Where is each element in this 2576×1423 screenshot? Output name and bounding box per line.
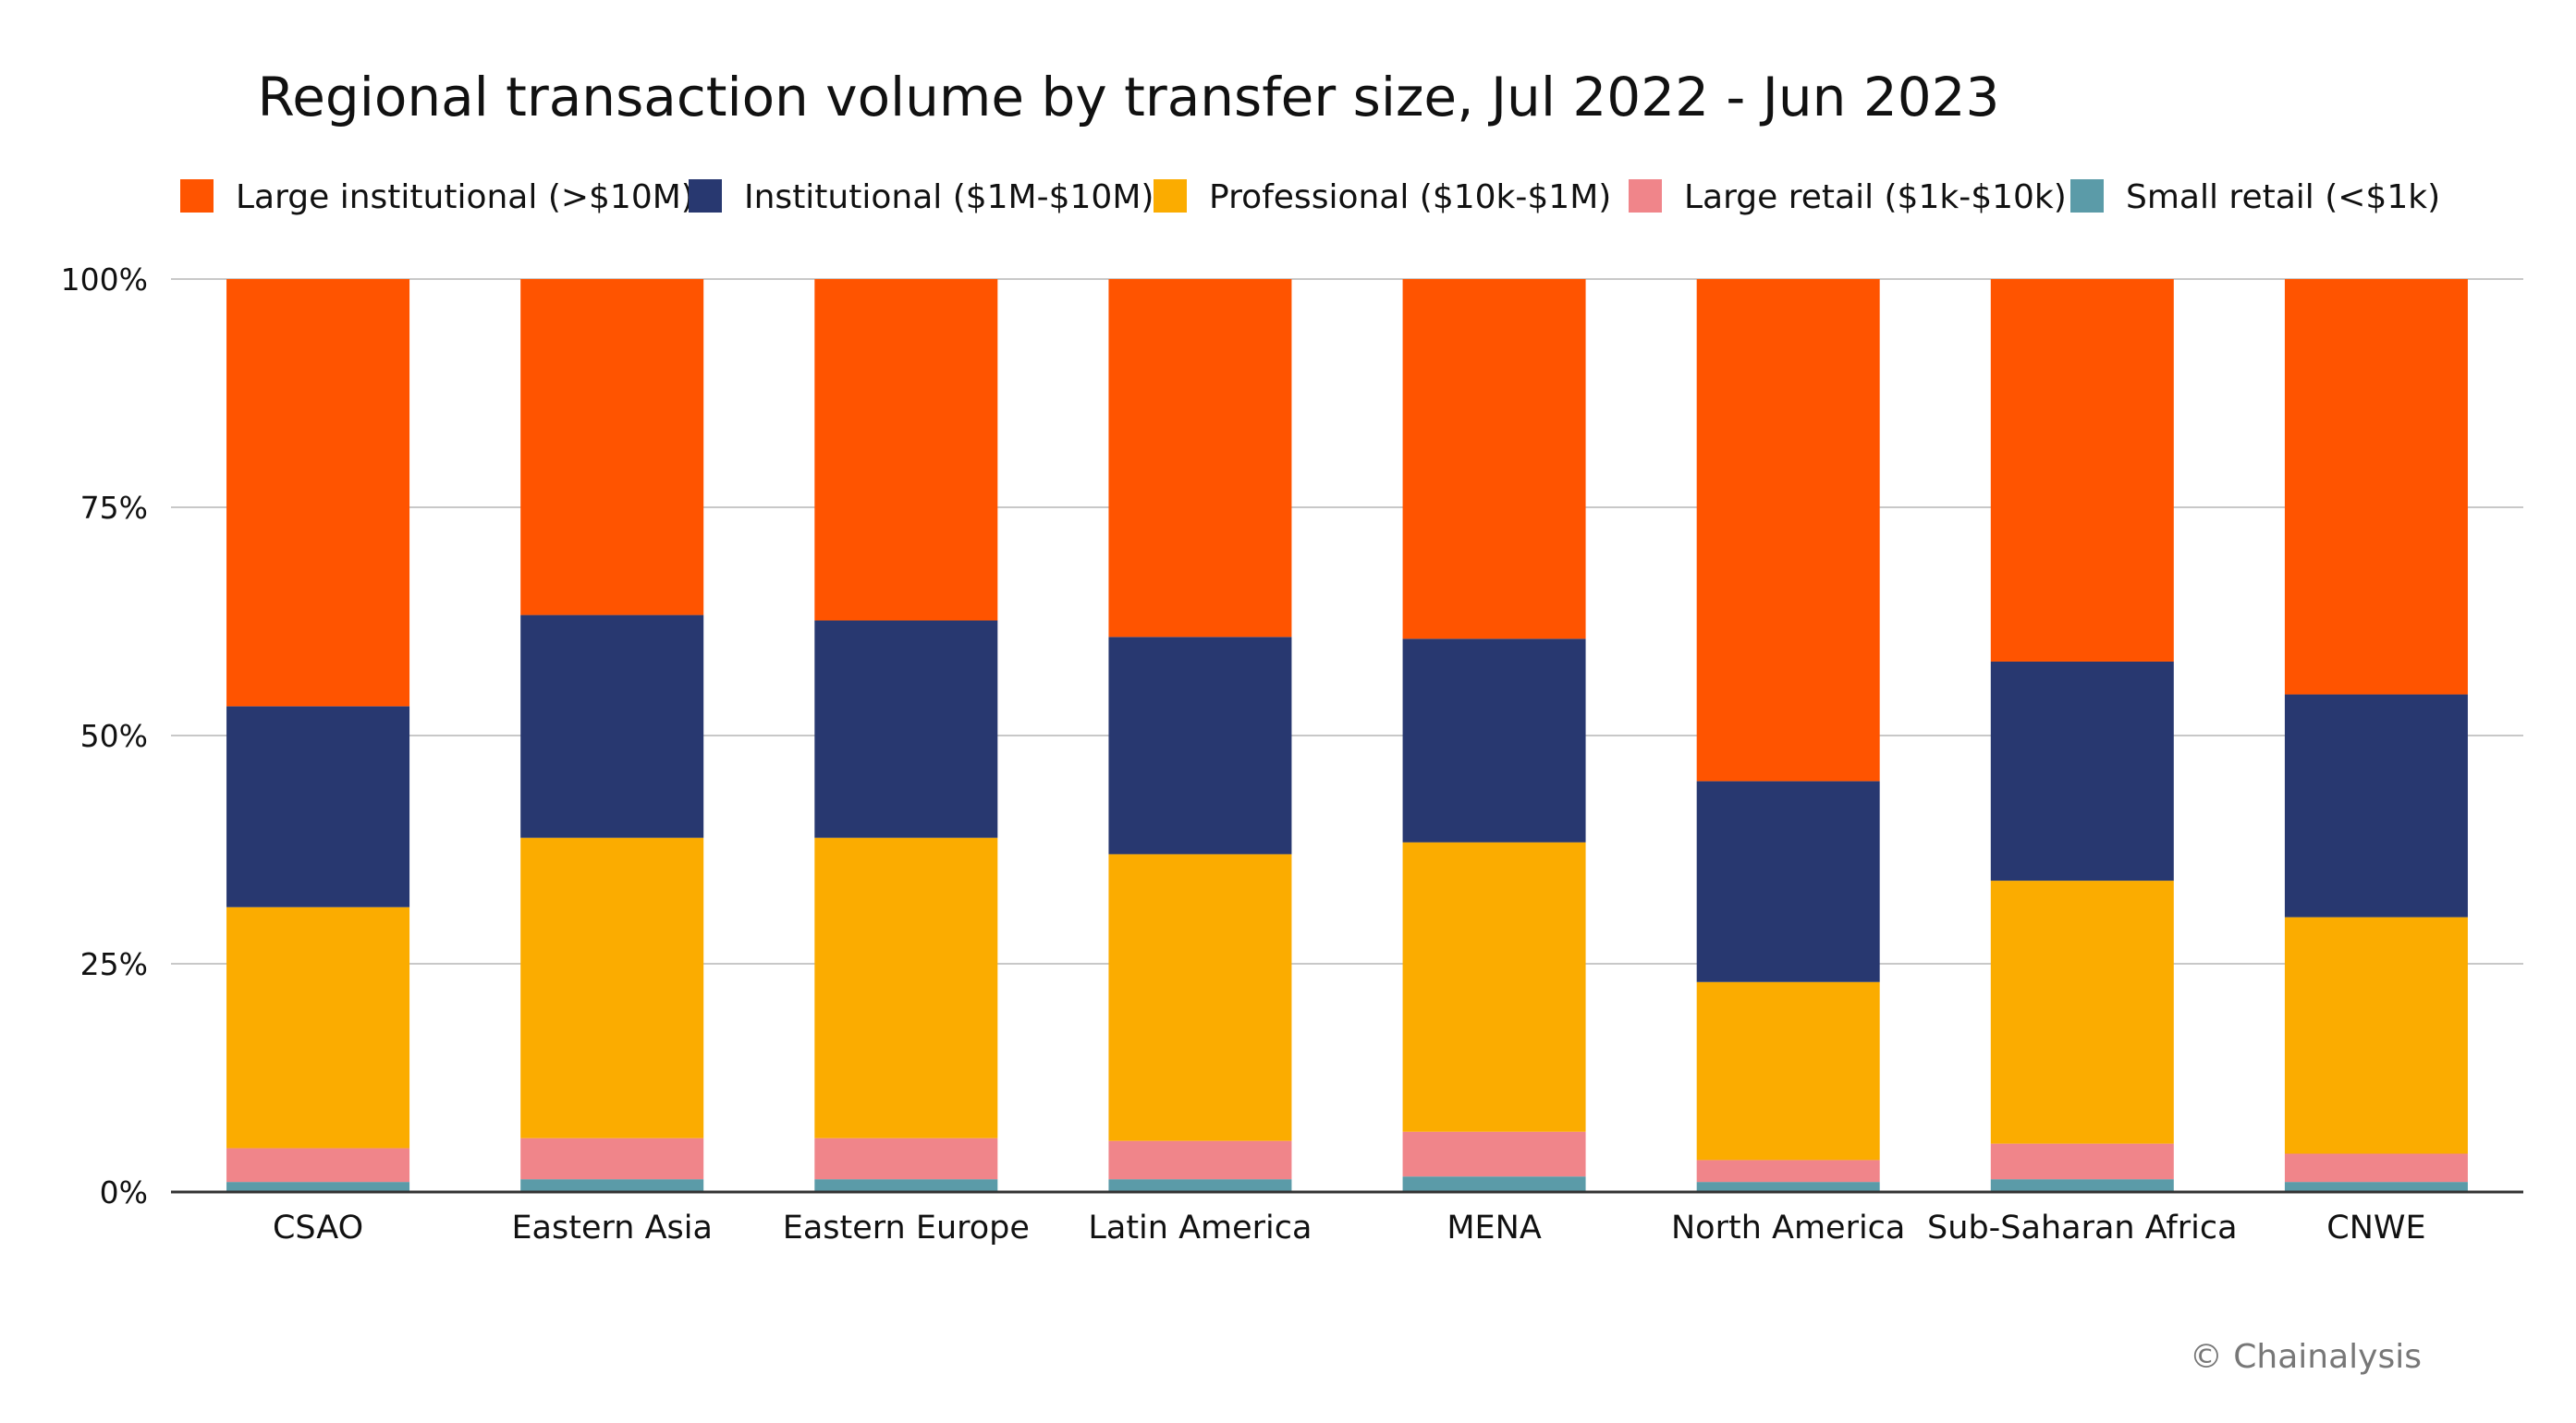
- legend-swatch: [2070, 179, 2104, 213]
- bar-segment: [1990, 661, 2174, 882]
- bar-segment: [1108, 637, 1292, 855]
- x-axis: CSAO Eastern Asia Eastern Europe Latin Amer…: [171, 1190, 2523, 1247]
- bar-segment: [1990, 1143, 2174, 1180]
- bar-segment: [1108, 854, 1292, 1141]
- bar-segment: [1402, 279, 1586, 639]
- legend: Large institutional (>$10M) Institutional…: [180, 178, 2440, 216]
- bar-segment: [1402, 1131, 1586, 1177]
- bar-segment: [814, 837, 998, 1138]
- bar-stack: [814, 279, 998, 1192]
- bar-segment: [1696, 1182, 1880, 1192]
- bars: [226, 279, 2468, 1192]
- bar-segment: [2284, 694, 2468, 918]
- bar-stack: [1990, 279, 2174, 1192]
- bar-stack: [2284, 279, 2468, 1192]
- bar-segment: [1402, 842, 1586, 1132]
- bar-segment: [520, 279, 704, 615]
- bar-segment: [1696, 781, 1880, 982]
- y-axis: 0% 25% 50% 75% 100%: [61, 261, 148, 1210]
- bar-segment: [1696, 1160, 1880, 1183]
- bar-segment: [1108, 1179, 1292, 1192]
- x-tick-label: Eastern Europe: [783, 1210, 1030, 1247]
- y-tick-label: 0%: [100, 1174, 148, 1210]
- bar-segment: [226, 906, 410, 1149]
- legend-label: Large retail ($1k-$10k): [1684, 178, 2067, 216]
- bar-segment: [520, 1137, 704, 1180]
- legend-swatch: [1629, 179, 1662, 213]
- legend-swatch: [180, 179, 214, 213]
- legend-label: Institutional ($1M-$10M): [744, 178, 1154, 216]
- bar-segment: [226, 706, 410, 907]
- legend-item: Large institutional (>$10M): [180, 178, 694, 216]
- bar-segment: [1402, 1176, 1586, 1192]
- bar-segment: [1108, 279, 1292, 638]
- y-tick-label: 25%: [80, 946, 148, 982]
- legend-item: Institutional ($1M-$10M): [689, 178, 1154, 216]
- x-tick-label: Latin America: [1088, 1210, 1312, 1247]
- bar-segment: [814, 620, 998, 838]
- legend-swatch: [689, 179, 722, 213]
- legend-label: Professional ($10k-$1M): [1209, 178, 1611, 216]
- bar-segment: [1402, 639, 1586, 843]
- bar-segment: [2284, 279, 2468, 695]
- bar-segment: [2284, 1153, 2468, 1183]
- bar-segment: [226, 1182, 410, 1192]
- bar-segment: [1696, 981, 1880, 1161]
- bar-segment: [2284, 917, 2468, 1154]
- bar-segment: [1108, 1140, 1292, 1180]
- y-tick-label: 50%: [80, 718, 148, 754]
- x-tick-label: North America: [1671, 1210, 1905, 1247]
- x-tick-label: CNWE: [2326, 1210, 2425, 1247]
- bar-stack: [1402, 279, 1586, 1192]
- chainalysis-watermark: © Chainalysis: [2190, 1338, 2422, 1376]
- bar-stack: [520, 279, 704, 1192]
- legend-label: Large institutional (>$10M): [236, 178, 694, 216]
- bar-segment: [1990, 1179, 2174, 1192]
- bar-segment: [520, 837, 704, 1138]
- legend-item: Small retail (<$1k): [2070, 178, 2440, 216]
- x-tick-label: CSAO: [273, 1210, 363, 1247]
- bar-segment: [1990, 881, 2174, 1144]
- x-tick-label: Eastern Asia: [511, 1210, 713, 1247]
- legend-label: Small retail (<$1k): [2126, 178, 2440, 216]
- x-tick-label: MENA: [1447, 1210, 1541, 1247]
- chart-title: Regional transaction volume by transfer …: [258, 66, 2000, 128]
- bar-segment: [1990, 279, 2174, 662]
- bar-stack: [226, 279, 410, 1192]
- y-tick-label: 100%: [61, 261, 148, 298]
- legend-swatch: [1154, 179, 1187, 213]
- bar-stack: [1696, 279, 1880, 1192]
- bar-segment: [226, 279, 410, 707]
- x-tick-label: Sub-Saharan Africa: [1927, 1210, 2238, 1247]
- bar-segment: [814, 279, 998, 621]
- bar-segment: [520, 1179, 704, 1192]
- bar-segment: [226, 1148, 410, 1183]
- bar-segment: [814, 1137, 998, 1180]
- bar-segment: [2284, 1182, 2468, 1192]
- legend-item: Large retail ($1k-$10k): [1629, 178, 2067, 216]
- bar-segment: [520, 614, 704, 838]
- bar-segment: [814, 1179, 998, 1192]
- y-tick-label: 75%: [80, 490, 148, 526]
- bar-stack: [1108, 279, 1292, 1192]
- bar-segment: [1696, 279, 1880, 782]
- legend-item: Professional ($10k-$1M): [1154, 178, 1611, 216]
